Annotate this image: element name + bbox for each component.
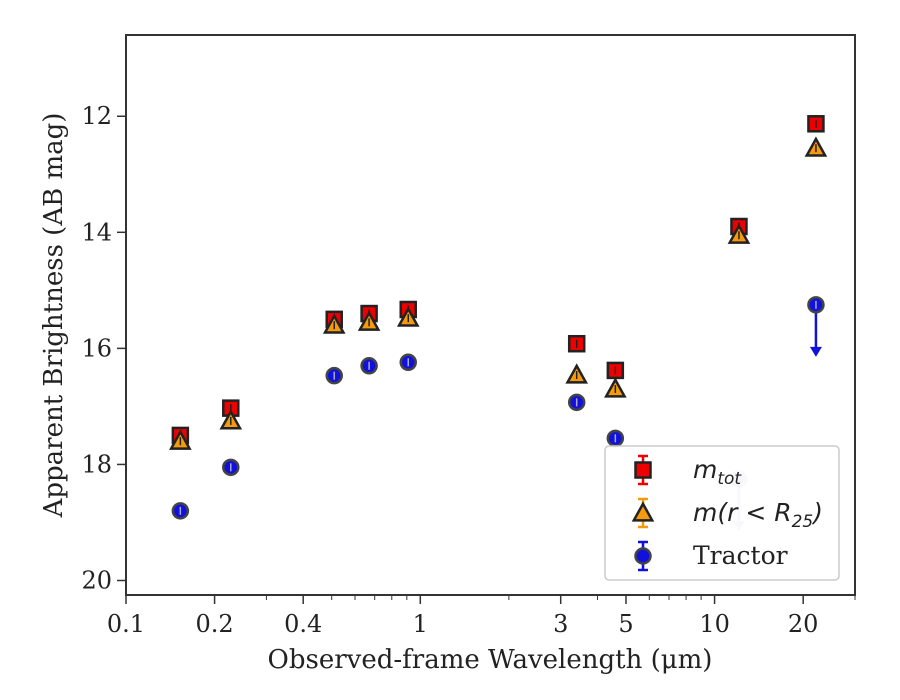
legend-marker-triangle	[631, 501, 655, 522]
y-tick-label: 18	[81, 450, 112, 478]
y-tick-label: 20	[81, 566, 112, 594]
legend-label-main: m(r < R	[693, 498, 792, 527]
legend-label-close: )	[811, 498, 823, 527]
x-tick-label: 1	[413, 610, 428, 638]
y-tick-label: 16	[81, 334, 112, 362]
legend-marker-circle	[634, 547, 652, 565]
legend-box	[604, 445, 840, 581]
x-tick-label: 3	[553, 610, 568, 638]
y-tick-label: 12	[81, 102, 112, 130]
x-tick-label: 20	[788, 610, 819, 638]
legend-label: Tractor	[693, 541, 788, 570]
legend-label-main: m	[693, 455, 717, 484]
plot-frame	[125, 34, 856, 596]
x-tick-label: 0.1	[107, 610, 145, 638]
upper-limit-arrow-head	[809, 346, 822, 357]
x-tick-label: 0.4	[284, 610, 322, 638]
legend-label-sub: 25	[792, 512, 814, 532]
y-axis-title: Apparent Brightness (AB mag)	[39, 113, 69, 519]
ticks: 0.1 0.2 0.4 1 3 5 10 20 12 14 16 18 20	[81, 102, 856, 638]
data-marks	[169, 115, 828, 531]
x-tick-label: 10	[699, 610, 730, 638]
x-axis-title: Observed-frame Wavelength (μm)	[268, 645, 713, 675]
legend-label: mtot	[693, 455, 742, 489]
y-tick-label: 14	[81, 218, 112, 246]
legend-marker-square	[634, 461, 652, 479]
legend-label-sub: tot	[717, 469, 742, 489]
legend-label: m(r < R25)	[693, 498, 823, 532]
legend: mtot m(r < R25) Tractor	[604, 445, 840, 581]
x-tick-label: 5	[618, 610, 633, 638]
x-tick-label: 0.2	[196, 610, 234, 638]
